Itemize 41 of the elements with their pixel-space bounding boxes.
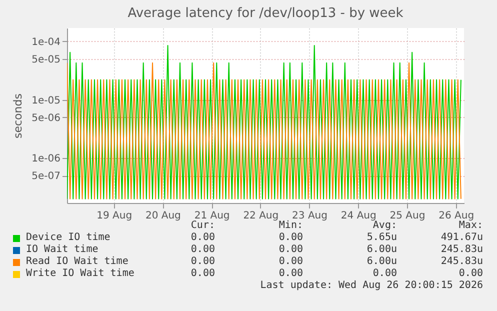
text: 5.65u bbox=[366, 232, 397, 244]
text: Max: bbox=[458, 220, 483, 232]
x-tick-label: 24 Aug bbox=[340, 210, 376, 222]
text: 0.00 bbox=[190, 232, 215, 244]
text: 0.00 bbox=[278, 244, 303, 256]
text: Cur: bbox=[190, 220, 215, 232]
text: 0.00 bbox=[278, 268, 303, 280]
x-tick-label: 19 Aug bbox=[96, 210, 132, 222]
text: 491.67u bbox=[440, 232, 483, 244]
x-tick-label: 20 Aug bbox=[145, 210, 181, 222]
text: 0.00 bbox=[372, 268, 397, 280]
x-tick-label: 25 Aug bbox=[390, 210, 426, 222]
text: 0.00 bbox=[278, 256, 303, 268]
text: 0.00 bbox=[458, 268, 483, 280]
text: 245.83u bbox=[440, 244, 483, 256]
y-axis-title: seconds bbox=[12, 93, 25, 138]
x-tick-label: 23 Aug bbox=[292, 210, 328, 222]
legend-label: Device IO time bbox=[26, 232, 110, 244]
y-tick-label: 5e-06 bbox=[32, 112, 60, 124]
x-tick-label: 26 Aug bbox=[438, 210, 474, 222]
text: Min: bbox=[278, 220, 303, 232]
text: 0.00 bbox=[278, 232, 303, 244]
y-tick-label: 1e-04 bbox=[32, 36, 60, 48]
legend-label: Read IO Wait time bbox=[26, 256, 128, 268]
y-tick-label: 1e-06 bbox=[32, 154, 60, 165]
text: 0.00 bbox=[190, 256, 215, 268]
y-tick-label: 5e-05 bbox=[32, 54, 60, 66]
y-tick-label: 1e-05 bbox=[32, 95, 60, 106]
x-tick-label: 22 Aug bbox=[243, 210, 279, 222]
y-tick-label: 5e-07 bbox=[32, 171, 60, 182]
x-tick-label: 21 Aug bbox=[194, 210, 230, 222]
text: Last update: Wed Aug 26 20:00:15 2026 bbox=[260, 280, 483, 292]
text: 245.83u bbox=[440, 256, 483, 268]
text: 6.00u bbox=[366, 244, 397, 256]
text: Avg: bbox=[372, 220, 397, 232]
legend-label: IO Wait time bbox=[26, 244, 98, 256]
legend-label: Write IO Wait time bbox=[26, 268, 134, 280]
text: 0.00 bbox=[190, 268, 215, 280]
chart-title: Average latency for /dev/loop13 - by week bbox=[128, 6, 404, 21]
text: 0.00 bbox=[190, 244, 215, 256]
text: 6.00u bbox=[366, 256, 397, 268]
